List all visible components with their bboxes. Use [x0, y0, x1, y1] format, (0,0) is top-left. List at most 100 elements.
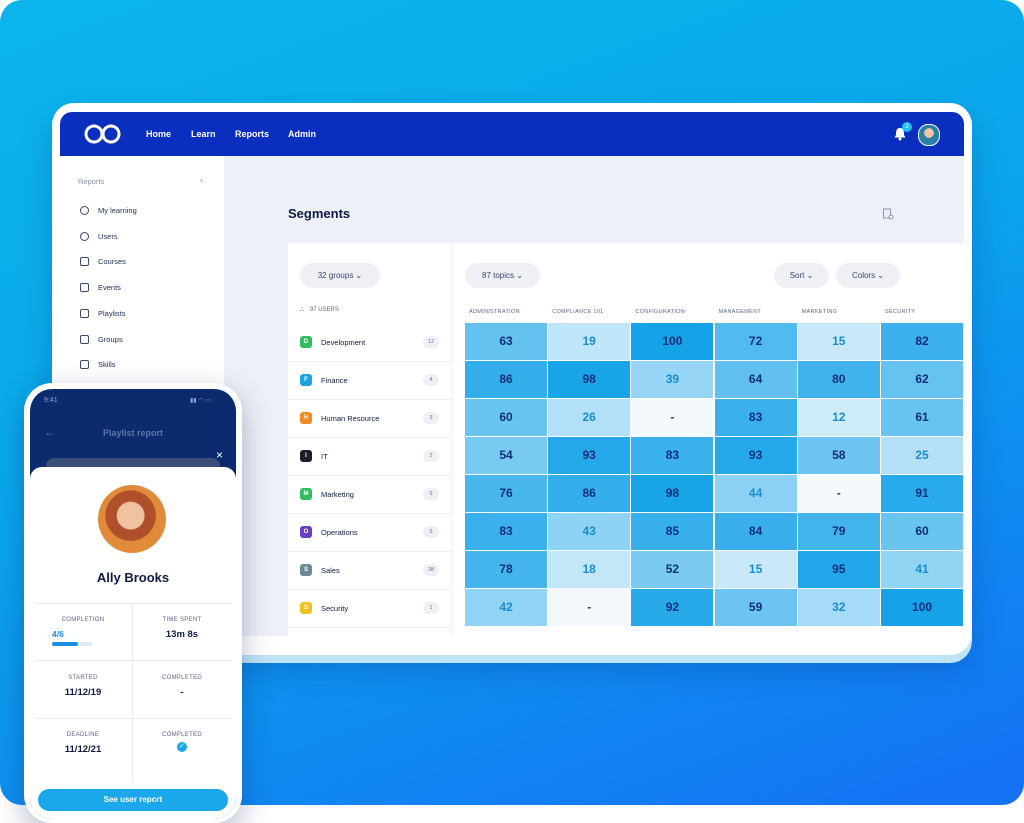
heat-cell: 12 — [797, 399, 880, 436]
sidebar-title: Reports — [78, 177, 105, 186]
heat-cell: 41 — [881, 551, 963, 588]
close-button[interactable]: × — [216, 448, 224, 462]
sidebar-item[interactable]: Playlists — [98, 308, 126, 318]
heat-cell: 98 — [548, 361, 631, 398]
heat-cell: 32 — [797, 589, 880, 626]
progress-track — [52, 642, 92, 646]
column-header: MANAGEMENT — [718, 309, 762, 315]
users-label: 97 USERS — [309, 307, 339, 313]
page-title: Segments — [288, 206, 351, 221]
nav-link[interactable]: Learn — [191, 129, 216, 139]
sort-button[interactable]: Sort ⌄ — [774, 263, 829, 288]
group-row[interactable]: F Finance 4 — [288, 361, 452, 400]
sidebar-item[interactable]: Groups — [98, 334, 123, 344]
heat-cell: 42 — [465, 589, 547, 626]
group-row[interactable]: S Security 1 — [288, 589, 452, 628]
heat-cell: - — [548, 589, 631, 626]
heat-cell: 84 — [714, 513, 797, 550]
group-badge: O — [300, 526, 312, 538]
stat-label: COMPLETED — [161, 732, 203, 738]
sidebar-item[interactable]: Skills — [98, 360, 116, 370]
topics-filter-label: 87 topics — [482, 271, 515, 280]
nav-link[interactable]: Admin — [288, 129, 316, 139]
topics-filter[interactable]: 87 topics ⌄ — [465, 263, 540, 288]
heat-cell: 63 — [465, 323, 547, 360]
sidebar-icon — [80, 257, 89, 267]
group-count: 38 — [423, 564, 439, 576]
heat-cell: 18 — [548, 551, 631, 588]
divider — [34, 660, 232, 661]
group-count: 1 — [423, 602, 439, 614]
sidebar-item[interactable]: Events — [98, 283, 121, 293]
heat-cell: 83 — [465, 513, 547, 550]
sidebar-item[interactable]: My learning — [98, 206, 137, 215]
stat-value: 4/6 — [52, 629, 64, 639]
group-row[interactable]: I IT 2 — [288, 437, 452, 476]
group-row[interactable]: D Development 12 — [288, 323, 452, 362]
see-report-button[interactable]: See user report — [38, 789, 228, 811]
heat-cell: 64 — [714, 361, 797, 398]
user-avatar[interactable] — [918, 124, 940, 146]
group-badge: M — [300, 488, 312, 500]
nav-link[interactable]: Home — [146, 129, 172, 139]
colors-label: Colors — [851, 271, 876, 280]
stat-value: - — [180, 686, 184, 698]
heat-cell: 58 — [797, 437, 880, 474]
users-count: ⛬ 97 USERS — [300, 307, 339, 313]
heat-cell: 60 — [465, 399, 547, 436]
heat-cell: 62 — [881, 361, 963, 398]
phone: 9:41 ▮▮ ◠ ▭ ← Playlist report × Ally Bro… — [24, 383, 242, 823]
group-badge: F — [300, 374, 312, 386]
group-badge: D — [300, 336, 312, 348]
top-nav: 2 Home Learn Reports Admin — [60, 112, 964, 156]
heat-cell: 54 — [465, 437, 547, 474]
heat-cell: 85 — [631, 513, 714, 550]
group-name: Finance — [321, 376, 348, 385]
heat-cell: 98 — [631, 475, 714, 512]
sidebar-item[interactable]: Users — [98, 231, 118, 241]
group-row[interactable]: M Marketing 5 — [288, 475, 452, 514]
heat-cell: 19 — [548, 323, 631, 360]
profile-photo — [98, 485, 166, 553]
group-name: Development — [321, 338, 366, 347]
group-row[interactable]: O Operations 5 — [288, 513, 452, 552]
stat-label: STARTED — [68, 674, 98, 681]
phone-header: Playlist report — [102, 428, 164, 438]
groups-filter[interactable]: 32 groups ⌄ — [300, 263, 380, 288]
heat-cell: 83 — [631, 437, 714, 474]
heat-cell: 92 — [631, 589, 714, 626]
stat-value: 11/12/19 — [64, 686, 102, 698]
group-row[interactable]: S Sales 38 — [288, 551, 452, 590]
progress-fill — [52, 642, 79, 646]
stat-label: TIME SPENT — [162, 617, 202, 623]
colors-button[interactable]: Colors ⌄ — [836, 263, 900, 288]
stat-value: 11/12/21 — [64, 744, 102, 755]
group-name: IT — [321, 452, 328, 461]
sidebar-icon — [80, 231, 89, 241]
report-sheet: Ally Brooks See user report COMPLETION 4/… — [30, 467, 236, 819]
sidebar-item[interactable]: Courses — [98, 257, 126, 267]
group-count: 4 — [423, 374, 439, 386]
back-arrow[interactable]: ← — [44, 425, 56, 439]
heat-cell: 52 — [631, 551, 714, 588]
column-header: SECURITY — [885, 309, 916, 315]
group-name: Sales — [321, 566, 340, 575]
heat-cell: 61 — [881, 399, 963, 436]
sort-label: Sort — [789, 271, 805, 280]
export-icon[interactable] — [882, 208, 894, 220]
group-count: 3 — [423, 412, 439, 424]
group-row[interactable]: H Human Resource 3 — [288, 399, 452, 438]
heat-cell: 100 — [881, 589, 963, 626]
group-name: Marketing — [321, 490, 354, 499]
column-header: ADMINISTRATION — [469, 309, 520, 315]
group-count: 5 — [423, 488, 439, 500]
heat-cell: 86 — [548, 475, 631, 512]
collapse-icon[interactable]: ‹ — [200, 175, 203, 185]
group-badge: H — [300, 412, 312, 424]
stat-label: COMPLETED — [161, 674, 203, 681]
logo[interactable] — [84, 123, 122, 145]
heat-cell: 78 — [465, 551, 547, 588]
nav-link[interactable]: Reports — [235, 129, 270, 139]
heat-cell: 93 — [714, 437, 797, 474]
